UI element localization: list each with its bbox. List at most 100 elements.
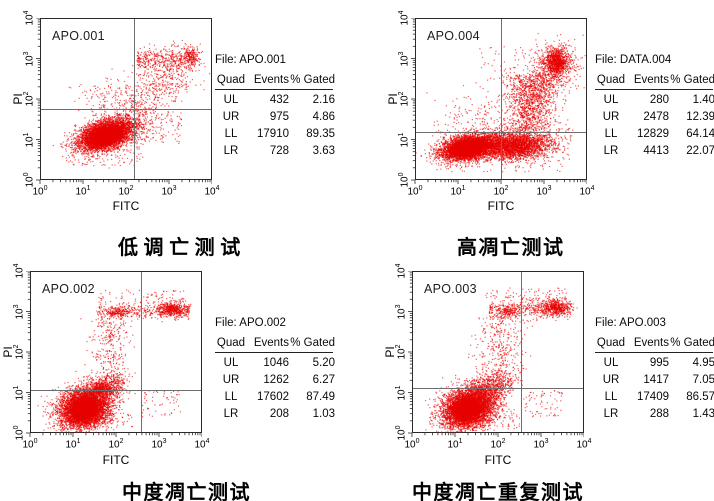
file-name: File: APO.001 xyxy=(215,54,286,66)
table-row: UL 432 2.16 xyxy=(215,92,335,109)
y-axis-label: PI xyxy=(386,93,400,105)
quadrant-gate-vline xyxy=(501,19,502,179)
x-tick-label: 101 xyxy=(450,185,466,198)
x-tick-label: 101 xyxy=(75,185,91,198)
cell-events: 280 xyxy=(649,94,669,106)
table-header: Quad Events % Gated xyxy=(215,336,335,351)
table-header: Quad Events % Gated xyxy=(595,73,714,88)
scatter-canvas xyxy=(406,271,584,439)
x-tick-label: 103 xyxy=(151,438,167,451)
y-axis-label: PI xyxy=(1,346,15,358)
quadrant-gate-hline xyxy=(416,132,586,133)
cell-quad: UR xyxy=(222,374,240,386)
x-tick-label: 100 xyxy=(32,185,48,198)
cell-quad: LR xyxy=(603,145,619,157)
cell-quad: LR xyxy=(603,408,619,420)
cell-gated: 89.35 xyxy=(306,128,335,140)
cell-gated: 1.40 xyxy=(692,94,714,106)
cell-quad: UR xyxy=(602,111,620,123)
table-row: LR 728 3.63 xyxy=(215,143,335,160)
x-tick-label: 103 xyxy=(536,185,552,198)
header-rule xyxy=(215,352,333,353)
cell-quad: LR xyxy=(223,408,239,420)
x-tick-label: 100 xyxy=(22,438,38,451)
cell-events: 1417 xyxy=(643,374,669,386)
cell-gated: 64.14 xyxy=(686,128,714,140)
y-axis-label: PI xyxy=(383,346,397,358)
header-events: Events xyxy=(633,74,669,86)
cell-gated: 1.03 xyxy=(312,408,335,420)
header-gated: % Gated xyxy=(290,337,335,349)
cell-gated: 4.86 xyxy=(312,111,335,123)
x-tick-label: 100 xyxy=(404,438,420,451)
table-row: LL 12829 64.14 xyxy=(595,126,714,143)
table-row: UR 975 4.86 xyxy=(215,109,335,126)
panel-apo-003: APO.003 100 101 102 103 104 100 101 102 103 104 … xyxy=(357,250,714,501)
cell-gated: 86.57 xyxy=(686,391,714,403)
x-tick-label: 103 xyxy=(161,185,177,198)
cell-gated: 5.20 xyxy=(312,357,335,369)
file-name: File: APO.003 xyxy=(595,317,666,329)
header-quad: Quad xyxy=(216,74,246,86)
quadrant-gate-hline xyxy=(41,109,211,110)
x-tick-label: 104 xyxy=(579,185,595,198)
stats-table: File: APO.002 Quad Events % Gated UL 104… xyxy=(215,317,335,423)
scatter-canvas xyxy=(34,18,212,186)
cell-quad: LR xyxy=(223,145,239,157)
table-row: UR 2478 12.39 xyxy=(595,109,714,126)
x-axis-label: FITC xyxy=(112,199,140,213)
x-tick-label: 102 xyxy=(108,438,124,451)
x-axis-label: FITC xyxy=(484,453,512,467)
table-row: LR 288 1.43 xyxy=(595,406,714,423)
table-row: LR 4413 22.07 xyxy=(595,143,714,160)
panel-title: 中度凋亡重复测试 xyxy=(412,482,584,501)
quadrant-gate-vline xyxy=(141,272,142,432)
panel-title: 低 调 亡 测 试 xyxy=(118,237,241,259)
header-rule xyxy=(595,89,713,90)
table-row: UL 995 4.95 xyxy=(595,355,714,372)
quadrant-gate-vline xyxy=(521,272,522,432)
header-events: Events xyxy=(633,337,669,349)
x-axis-label: FITC xyxy=(102,453,130,467)
cell-quad: LL xyxy=(604,128,618,140)
quadrant-gate-vline xyxy=(134,19,135,179)
stats-table: File: APO.003 Quad Events % Gated UL 995… xyxy=(595,317,714,423)
cell-gated: 22.07 xyxy=(686,145,714,157)
x-tick-label: 102 xyxy=(118,185,134,198)
table-row: LR 208 1.03 xyxy=(215,406,335,423)
table-row: UL 280 1.40 xyxy=(595,92,714,109)
table-row: UR 1262 6.27 xyxy=(215,372,335,389)
stats-table: File: APO.001 Quad Events % Gated UL 432… xyxy=(215,54,335,160)
table-row: LL 17602 87.49 xyxy=(215,389,335,406)
cell-quad: LL xyxy=(604,391,618,403)
cell-quad: LL xyxy=(224,391,238,403)
cell-quad: UL xyxy=(223,94,239,106)
cell-gated: 3.63 xyxy=(312,145,335,157)
x-tick-label: 104 xyxy=(194,438,210,451)
cell-events: 12829 xyxy=(637,128,669,140)
table-row: LL 17409 86.57 xyxy=(595,389,714,406)
x-axis-label: FITC xyxy=(487,199,515,213)
table-header: Quad Events % Gated xyxy=(595,336,714,351)
plot-label: APO.001 xyxy=(52,29,105,43)
table-header: Quad Events % Gated xyxy=(215,73,335,88)
panel-title: 中度凋亡测试 xyxy=(122,482,251,501)
x-tick-label: 104 xyxy=(576,438,592,451)
cell-gated: 87.49 xyxy=(306,391,335,403)
cell-events: 288 xyxy=(649,408,669,420)
scatter-canvas xyxy=(24,271,202,439)
cell-events: 17409 xyxy=(637,391,669,403)
quadrant-gate-hline xyxy=(31,390,201,391)
header-events: Events xyxy=(253,74,289,86)
cell-events: 17910 xyxy=(257,128,289,140)
cell-events: 4413 xyxy=(643,145,669,157)
cell-events: 2478 xyxy=(643,111,669,123)
stats-table: File: DATA.004 Quad Events % Gated UL 28… xyxy=(595,54,714,160)
cell-quad: UL xyxy=(603,94,619,106)
x-tick-label: 101 xyxy=(65,438,81,451)
x-tick-label: 103 xyxy=(533,438,549,451)
table-row: UL 1046 5.20 xyxy=(215,355,335,372)
quadrant-gate-hline xyxy=(413,388,583,389)
cell-events: 17602 xyxy=(257,391,289,403)
